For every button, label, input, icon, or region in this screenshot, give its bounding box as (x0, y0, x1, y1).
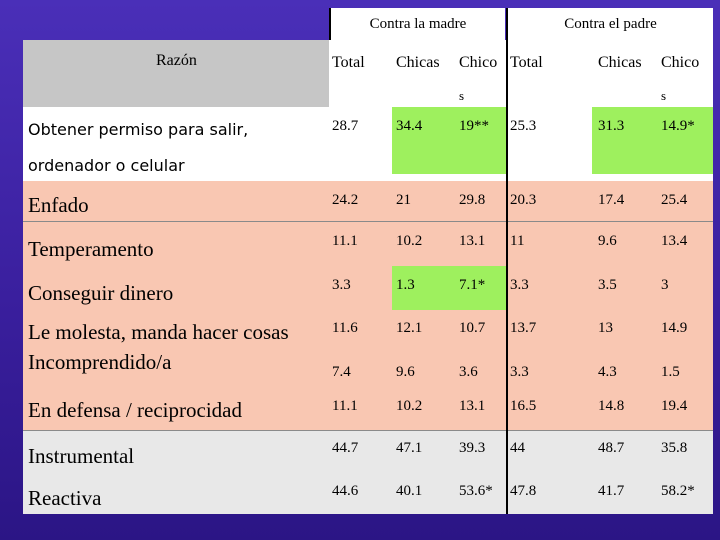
table-cell: 35.8 (661, 440, 688, 456)
table-cell: 3.5 (598, 277, 617, 293)
table-cell: 25.3 (510, 118, 537, 134)
group-header-padre-label: Contra el padre (564, 15, 657, 32)
table-cell: 13.1 (459, 398, 486, 414)
table-cell: 13.4 (661, 233, 688, 249)
col-header-padre-total: Total (510, 54, 543, 71)
table-cell: 12.1 (396, 320, 423, 336)
row-label: Instrumental (28, 444, 135, 468)
col-header-madre-chicas: Chicas (396, 54, 440, 71)
group-header-madre-label: Contra la madre (369, 15, 467, 32)
table-cell: 14.9* (661, 118, 695, 134)
table-cell: 13 (598, 320, 613, 336)
table-cell: 48.7 (598, 440, 625, 456)
row-divider (23, 430, 713, 431)
row-label: Enfado (28, 193, 89, 217)
table-cell: 4.3 (598, 364, 617, 380)
table-cell: 11.6 (332, 320, 358, 336)
table-cell: 3.3 (510, 277, 529, 293)
table-cell: 19.4 (661, 398, 688, 414)
table-cell: 47.1 (396, 440, 423, 456)
table-cell: 14.9 (661, 320, 688, 336)
group-header-madre: Contra la madre (331, 8, 505, 40)
table-cell: 3.3 (332, 277, 351, 293)
row-label: Conseguir dinero (28, 281, 174, 305)
col-header-padre-chicas: Chicas (598, 54, 642, 71)
table-cell: 41.7 (598, 483, 625, 499)
col-header-madre-chicos: Chico (459, 54, 498, 71)
table-cell: 16.5 (510, 398, 537, 414)
row-label: Incomprendido/a (28, 350, 172, 374)
row-label: Reactiva (28, 486, 102, 510)
row-label: Temperamento (28, 237, 154, 261)
group-header-padre: Contra el padre (508, 8, 713, 40)
table-cell: 44.7 (332, 440, 359, 456)
table-cell: 19** (459, 118, 489, 134)
table-cell: 21 (396, 192, 411, 208)
table-cell: 44.6 (332, 483, 359, 499)
table-cell: 40.1 (396, 483, 423, 499)
table-row (23, 181, 713, 221)
table-cell: 39.3 (459, 440, 486, 456)
row-divider (23, 221, 713, 222)
col-header-padre-chicos-suffix: s (661, 88, 667, 103)
table-cell: 3 (661, 277, 669, 293)
table-cell: 7.1* (459, 277, 486, 293)
table-cell: 14.8 (598, 398, 625, 414)
table-cell: 24.2 (332, 192, 359, 208)
group-divider-left (329, 8, 331, 40)
table-cell: 28.7 (332, 118, 359, 134)
table-row (23, 310, 713, 390)
col-header-padre-chicos: Chico (661, 54, 700, 71)
table-row (23, 221, 713, 266)
table-cell: 25.4 (661, 192, 688, 208)
group-divider-center (506, 8, 508, 514)
col-header-madre-chicos-suffix: s (459, 88, 465, 103)
table-cell: 29.8 (459, 192, 486, 208)
table-cell: 44 (510, 440, 525, 456)
highlight-cell (392, 266, 508, 310)
table-cell: 1.5 (661, 364, 680, 380)
highlight-cell (392, 107, 508, 174)
table-row (23, 430, 713, 472)
table-cell: 17.4 (598, 192, 625, 208)
col-header-madre-total: Total (332, 54, 365, 71)
table-cell: 13.7 (510, 320, 537, 336)
table-row (23, 266, 713, 310)
table-cell: 11 (510, 233, 525, 249)
highlight-cell (592, 107, 713, 174)
table-cell: 20.3 (510, 192, 537, 208)
table-cell: 58.2* (661, 483, 695, 499)
table-cell: 1.3 (396, 277, 415, 293)
table-cell: 31.3 (598, 118, 625, 134)
row-label: ordenador o celular (28, 156, 185, 175)
row-label: Le molesta, manda hacer cosas (28, 320, 289, 344)
table-cell: 53.6* (459, 483, 493, 499)
table-cell: 11.1 (332, 398, 358, 414)
row-label: En defensa / reciprocidad (28, 398, 242, 422)
table-row (23, 390, 713, 430)
razon-header-label: Razón (156, 52, 197, 69)
table-cell: 9.6 (598, 233, 617, 249)
table-cell: 47.8 (510, 483, 537, 499)
razon-header-cell (23, 40, 329, 107)
table-cell: 9.6 (396, 364, 415, 380)
table-cell: 3.6 (459, 364, 478, 380)
table-cell: 3.3 (510, 364, 529, 380)
table-cell: 10.2 (396, 398, 423, 414)
table-row (23, 472, 713, 514)
row-label: Obtener permiso para salir, (28, 120, 249, 139)
table-cell: 10.2 (396, 233, 423, 249)
table-cell: 10.7 (459, 320, 486, 336)
table-cell: 13.1 (459, 233, 486, 249)
table-cell: 34.4 (396, 118, 423, 134)
table-cell: 7.4 (332, 364, 351, 380)
table-cell: 11.1 (332, 233, 358, 249)
